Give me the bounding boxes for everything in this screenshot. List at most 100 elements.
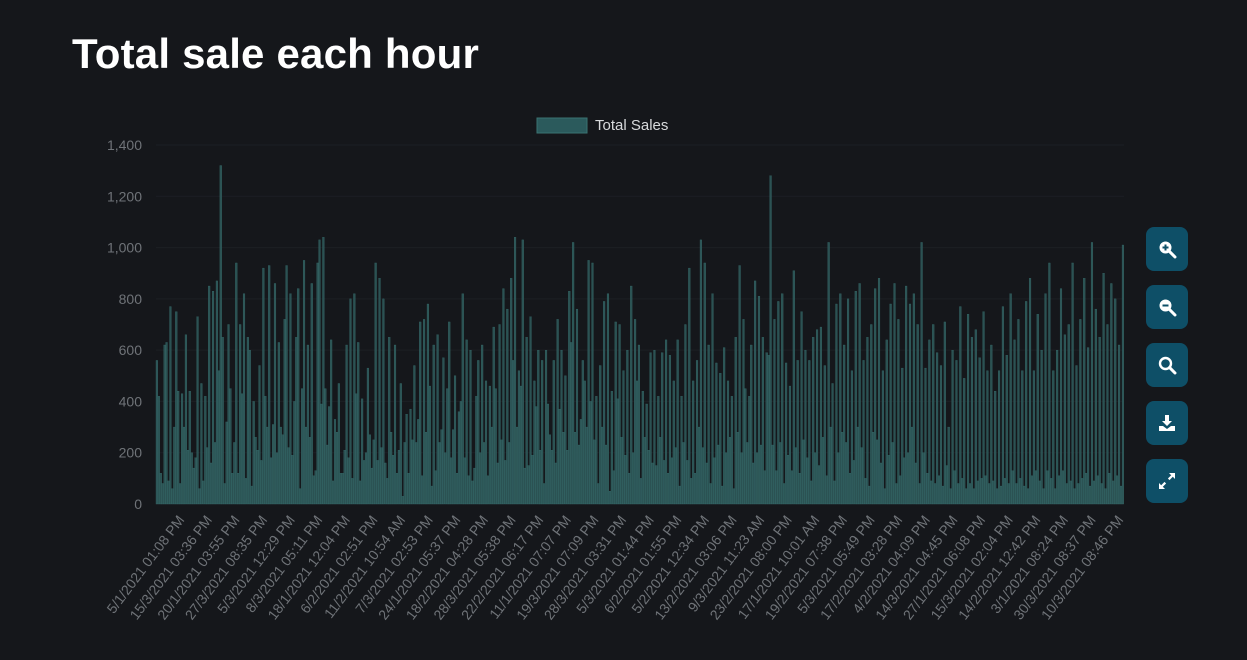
bar[interactable]	[332, 480, 335, 505]
bar[interactable]	[725, 452, 728, 505]
zoom-out-button[interactable]	[1146, 285, 1188, 329]
bar[interactable]	[903, 457, 906, 505]
bar[interactable]	[1044, 293, 1047, 505]
bar[interactable]	[676, 339, 679, 505]
bar[interactable]	[324, 388, 327, 505]
bar[interactable]	[161, 483, 164, 505]
bar[interactable]	[1116, 475, 1119, 505]
bar[interactable]	[376, 460, 379, 505]
bar[interactable]	[558, 408, 561, 505]
bar[interactable]	[1121, 244, 1124, 505]
bar[interactable]	[1048, 262, 1051, 505]
zoom-reset-button[interactable]	[1146, 343, 1188, 387]
bar[interactable]	[217, 370, 220, 505]
bar[interactable]	[496, 462, 499, 505]
bar[interactable]	[428, 385, 431, 505]
bar[interactable]	[887, 455, 890, 505]
bar[interactable]	[384, 462, 387, 505]
bar[interactable]	[682, 442, 685, 505]
bar[interactable]	[637, 344, 640, 505]
download-button[interactable]	[1146, 401, 1188, 445]
bar[interactable]	[959, 306, 962, 505]
bar[interactable]	[1102, 273, 1105, 505]
bar[interactable]	[529, 316, 532, 505]
bar[interactable]	[738, 265, 741, 505]
bar[interactable]	[1085, 473, 1088, 505]
bar[interactable]	[411, 439, 414, 505]
bar[interactable]	[179, 483, 182, 505]
bar[interactable]	[680, 396, 683, 505]
bar[interactable]	[798, 473, 801, 505]
bar[interactable]	[1030, 475, 1033, 505]
bar[interactable]	[777, 301, 780, 505]
bar[interactable]	[870, 324, 873, 505]
bar[interactable]	[614, 321, 617, 505]
bar[interactable]	[537, 349, 540, 505]
bar[interactable]	[781, 293, 784, 505]
bar[interactable]	[314, 470, 317, 505]
bar[interactable]	[502, 288, 505, 505]
bar[interactable]	[897, 319, 900, 505]
bar[interactable]	[444, 452, 447, 505]
bar[interactable]	[204, 396, 207, 505]
bar[interactable]	[783, 483, 786, 505]
bar[interactable]	[1042, 488, 1045, 505]
bar[interactable]	[1106, 324, 1109, 505]
bar[interactable]	[754, 280, 757, 505]
bar[interactable]	[213, 442, 217, 505]
bar[interactable]	[690, 478, 693, 505]
bar[interactable]	[907, 452, 910, 505]
bar[interactable]	[500, 439, 503, 505]
bar[interactable]	[250, 485, 253, 505]
bar[interactable]	[639, 478, 642, 505]
bar[interactable]	[504, 460, 507, 505]
bar[interactable]	[622, 370, 625, 505]
bar[interactable]	[814, 452, 817, 505]
bar[interactable]	[523, 467, 526, 505]
bar[interactable]	[173, 426, 176, 505]
bar[interactable]	[945, 465, 948, 505]
bar[interactable]	[382, 298, 385, 505]
bar[interactable]	[421, 475, 424, 505]
bar[interactable]	[916, 324, 919, 505]
bar[interactable]	[746, 442, 749, 505]
bar[interactable]	[525, 337, 528, 505]
bar[interactable]	[990, 344, 993, 505]
bar[interactable]	[579, 419, 582, 505]
bar[interactable]	[881, 370, 884, 505]
bar[interactable]	[1089, 485, 1092, 505]
bar[interactable]	[392, 455, 395, 505]
bar[interactable]	[301, 388, 304, 505]
bar[interactable]	[1067, 324, 1070, 505]
bar[interactable]	[757, 296, 761, 505]
bar[interactable]	[570, 342, 573, 505]
bar[interactable]	[974, 329, 977, 505]
bar[interactable]	[279, 426, 282, 505]
bar[interactable]	[316, 262, 319, 505]
bar[interactable]	[531, 455, 534, 505]
bar[interactable]	[763, 470, 766, 505]
bar[interactable]	[663, 460, 666, 505]
bar[interactable]	[707, 344, 710, 505]
bar[interactable]	[711, 293, 714, 505]
bar[interactable]	[808, 360, 811, 505]
bar[interactable]	[167, 480, 170, 505]
bar[interactable]	[479, 452, 482, 505]
bar[interactable]	[258, 365, 261, 505]
bar[interactable]	[535, 406, 538, 505]
bar[interactable]	[413, 365, 416, 505]
bar[interactable]	[1094, 308, 1097, 505]
bar[interactable]	[864, 478, 867, 505]
bar[interactable]	[634, 319, 637, 505]
bar[interactable]	[1027, 488, 1030, 505]
bar[interactable]	[407, 473, 410, 505]
bar[interactable]	[287, 447, 290, 505]
bar[interactable]	[343, 449, 346, 505]
bar[interactable]	[850, 370, 853, 505]
bar[interactable]	[225, 421, 228, 505]
bar[interactable]	[937, 475, 941, 505]
bar[interactable]	[417, 419, 420, 505]
bar[interactable]	[552, 360, 555, 505]
bar[interactable]	[560, 349, 563, 505]
bar[interactable]	[550, 449, 553, 505]
